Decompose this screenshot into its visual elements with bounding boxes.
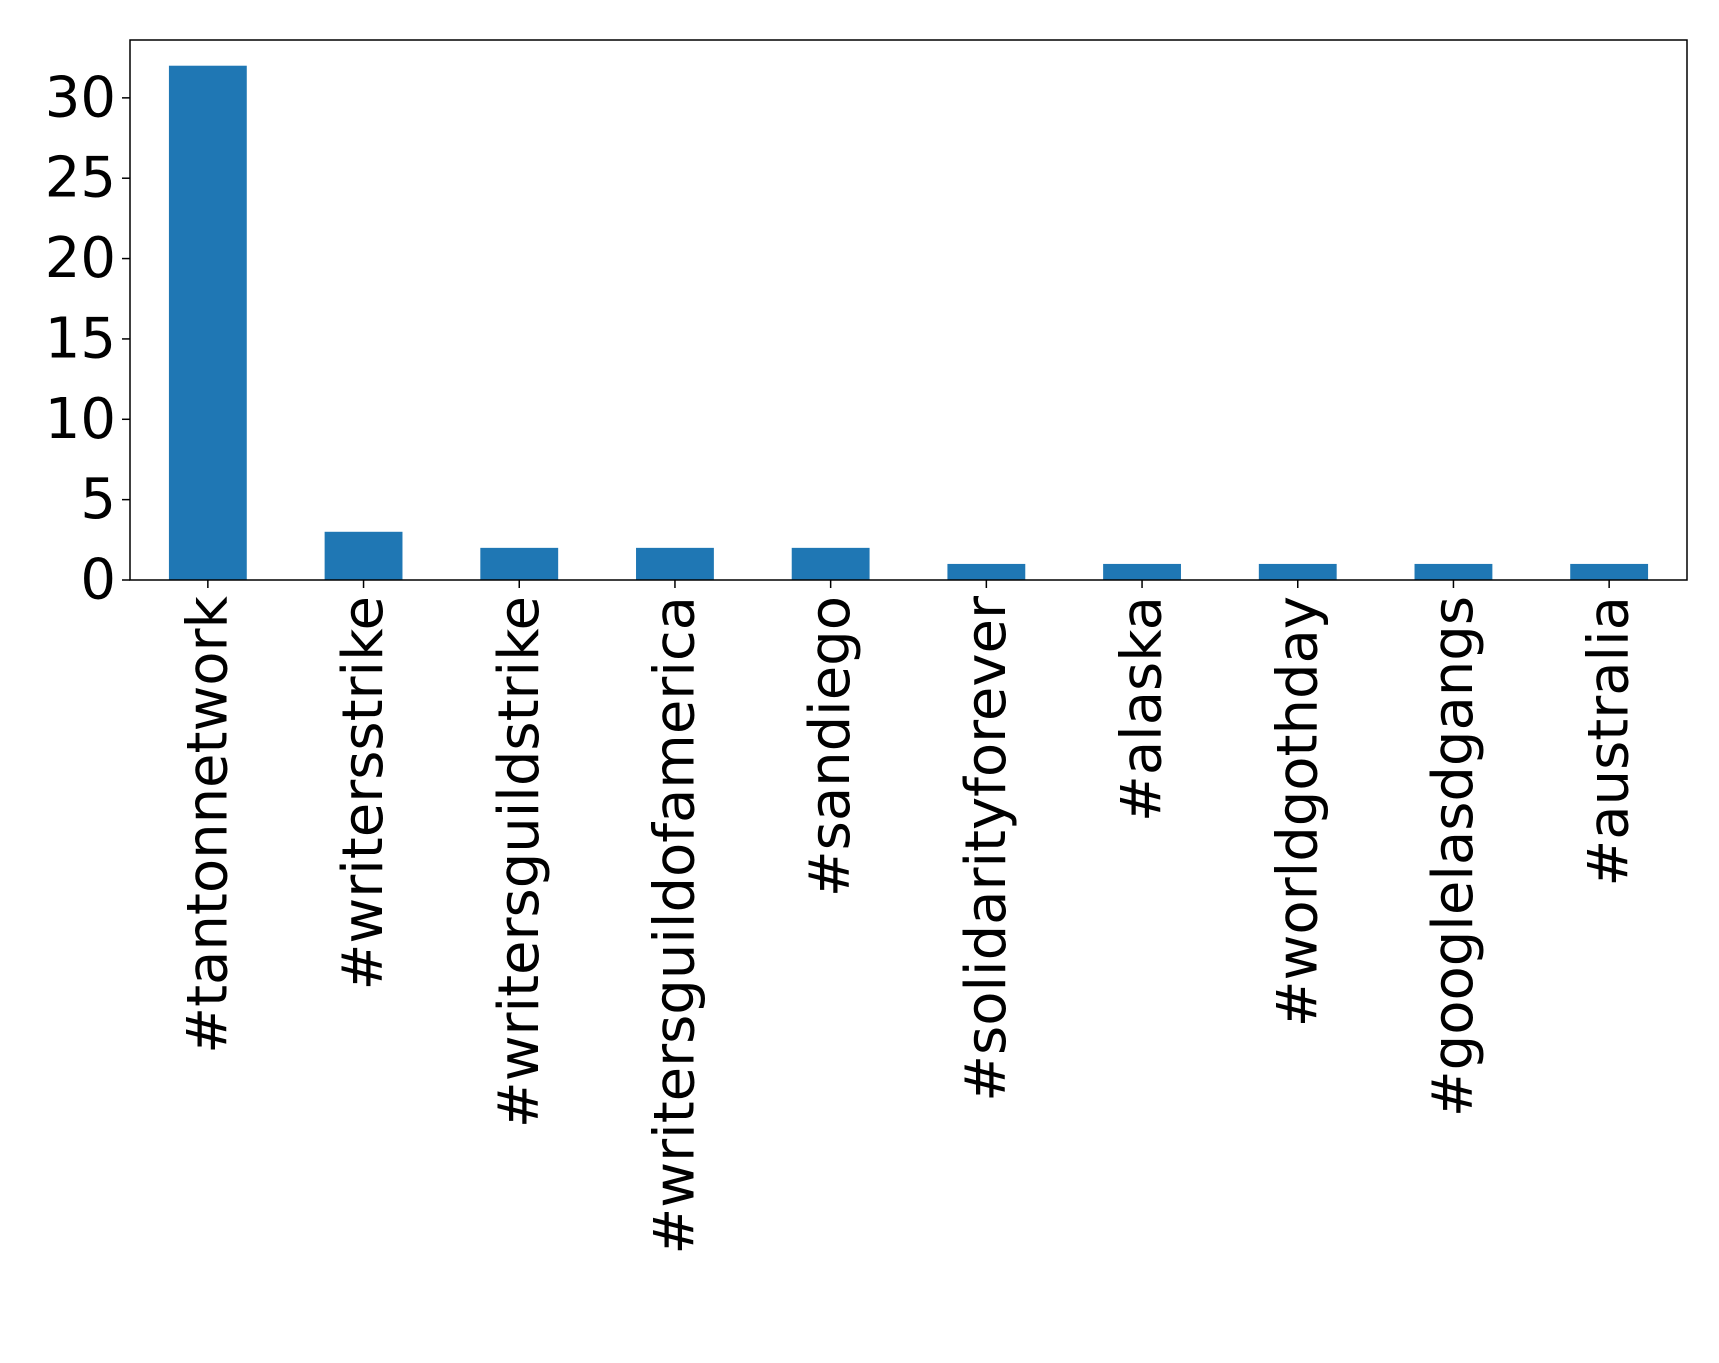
bar [1414, 563, 1493, 580]
bar [480, 547, 559, 580]
x-axis: #tantonnetwork #writersstrike #writersguil… [175, 580, 1642, 1255]
x-tick-label: #solidarityforever [954, 595, 1019, 1102]
y-axis: 0 5 10 15 20 25 30 [45, 65, 130, 613]
y-tick-label: 15 [45, 306, 116, 371]
x-tick-label: #tantonnetwork [175, 595, 240, 1053]
x-tick-label: #australia [1577, 596, 1642, 887]
bar [1103, 563, 1181, 580]
x-tick-label: #alaska [1110, 596, 1175, 822]
y-tick-label: 5 [80, 467, 116, 532]
bar [168, 65, 247, 580]
x-tick-label: #writersstrike [331, 596, 396, 991]
x-tick-label: #writersguildstrike [487, 596, 552, 1128]
bar [947, 563, 1026, 580]
bar [324, 531, 403, 580]
bar [791, 547, 870, 580]
x-tick-label: #worldgothday [1265, 596, 1330, 1027]
plot-area-frame [129, 39, 1688, 581]
x-tick-label: #sandiego [798, 596, 863, 897]
bar [636, 547, 714, 580]
bar [1570, 563, 1649, 580]
y-tick-label: 30 [45, 65, 116, 130]
y-tick-label: 25 [45, 146, 116, 211]
y-tick-label: 10 [45, 387, 116, 452]
bars-group [168, 65, 1649, 580]
y-tick-label: 0 [80, 548, 116, 613]
x-tick-label: #writersguildofamerica [642, 596, 707, 1255]
bar [1258, 563, 1337, 580]
y-tick-label: 20 [45, 226, 116, 291]
x-tick-label: #googlelasdgangs [1421, 596, 1486, 1117]
